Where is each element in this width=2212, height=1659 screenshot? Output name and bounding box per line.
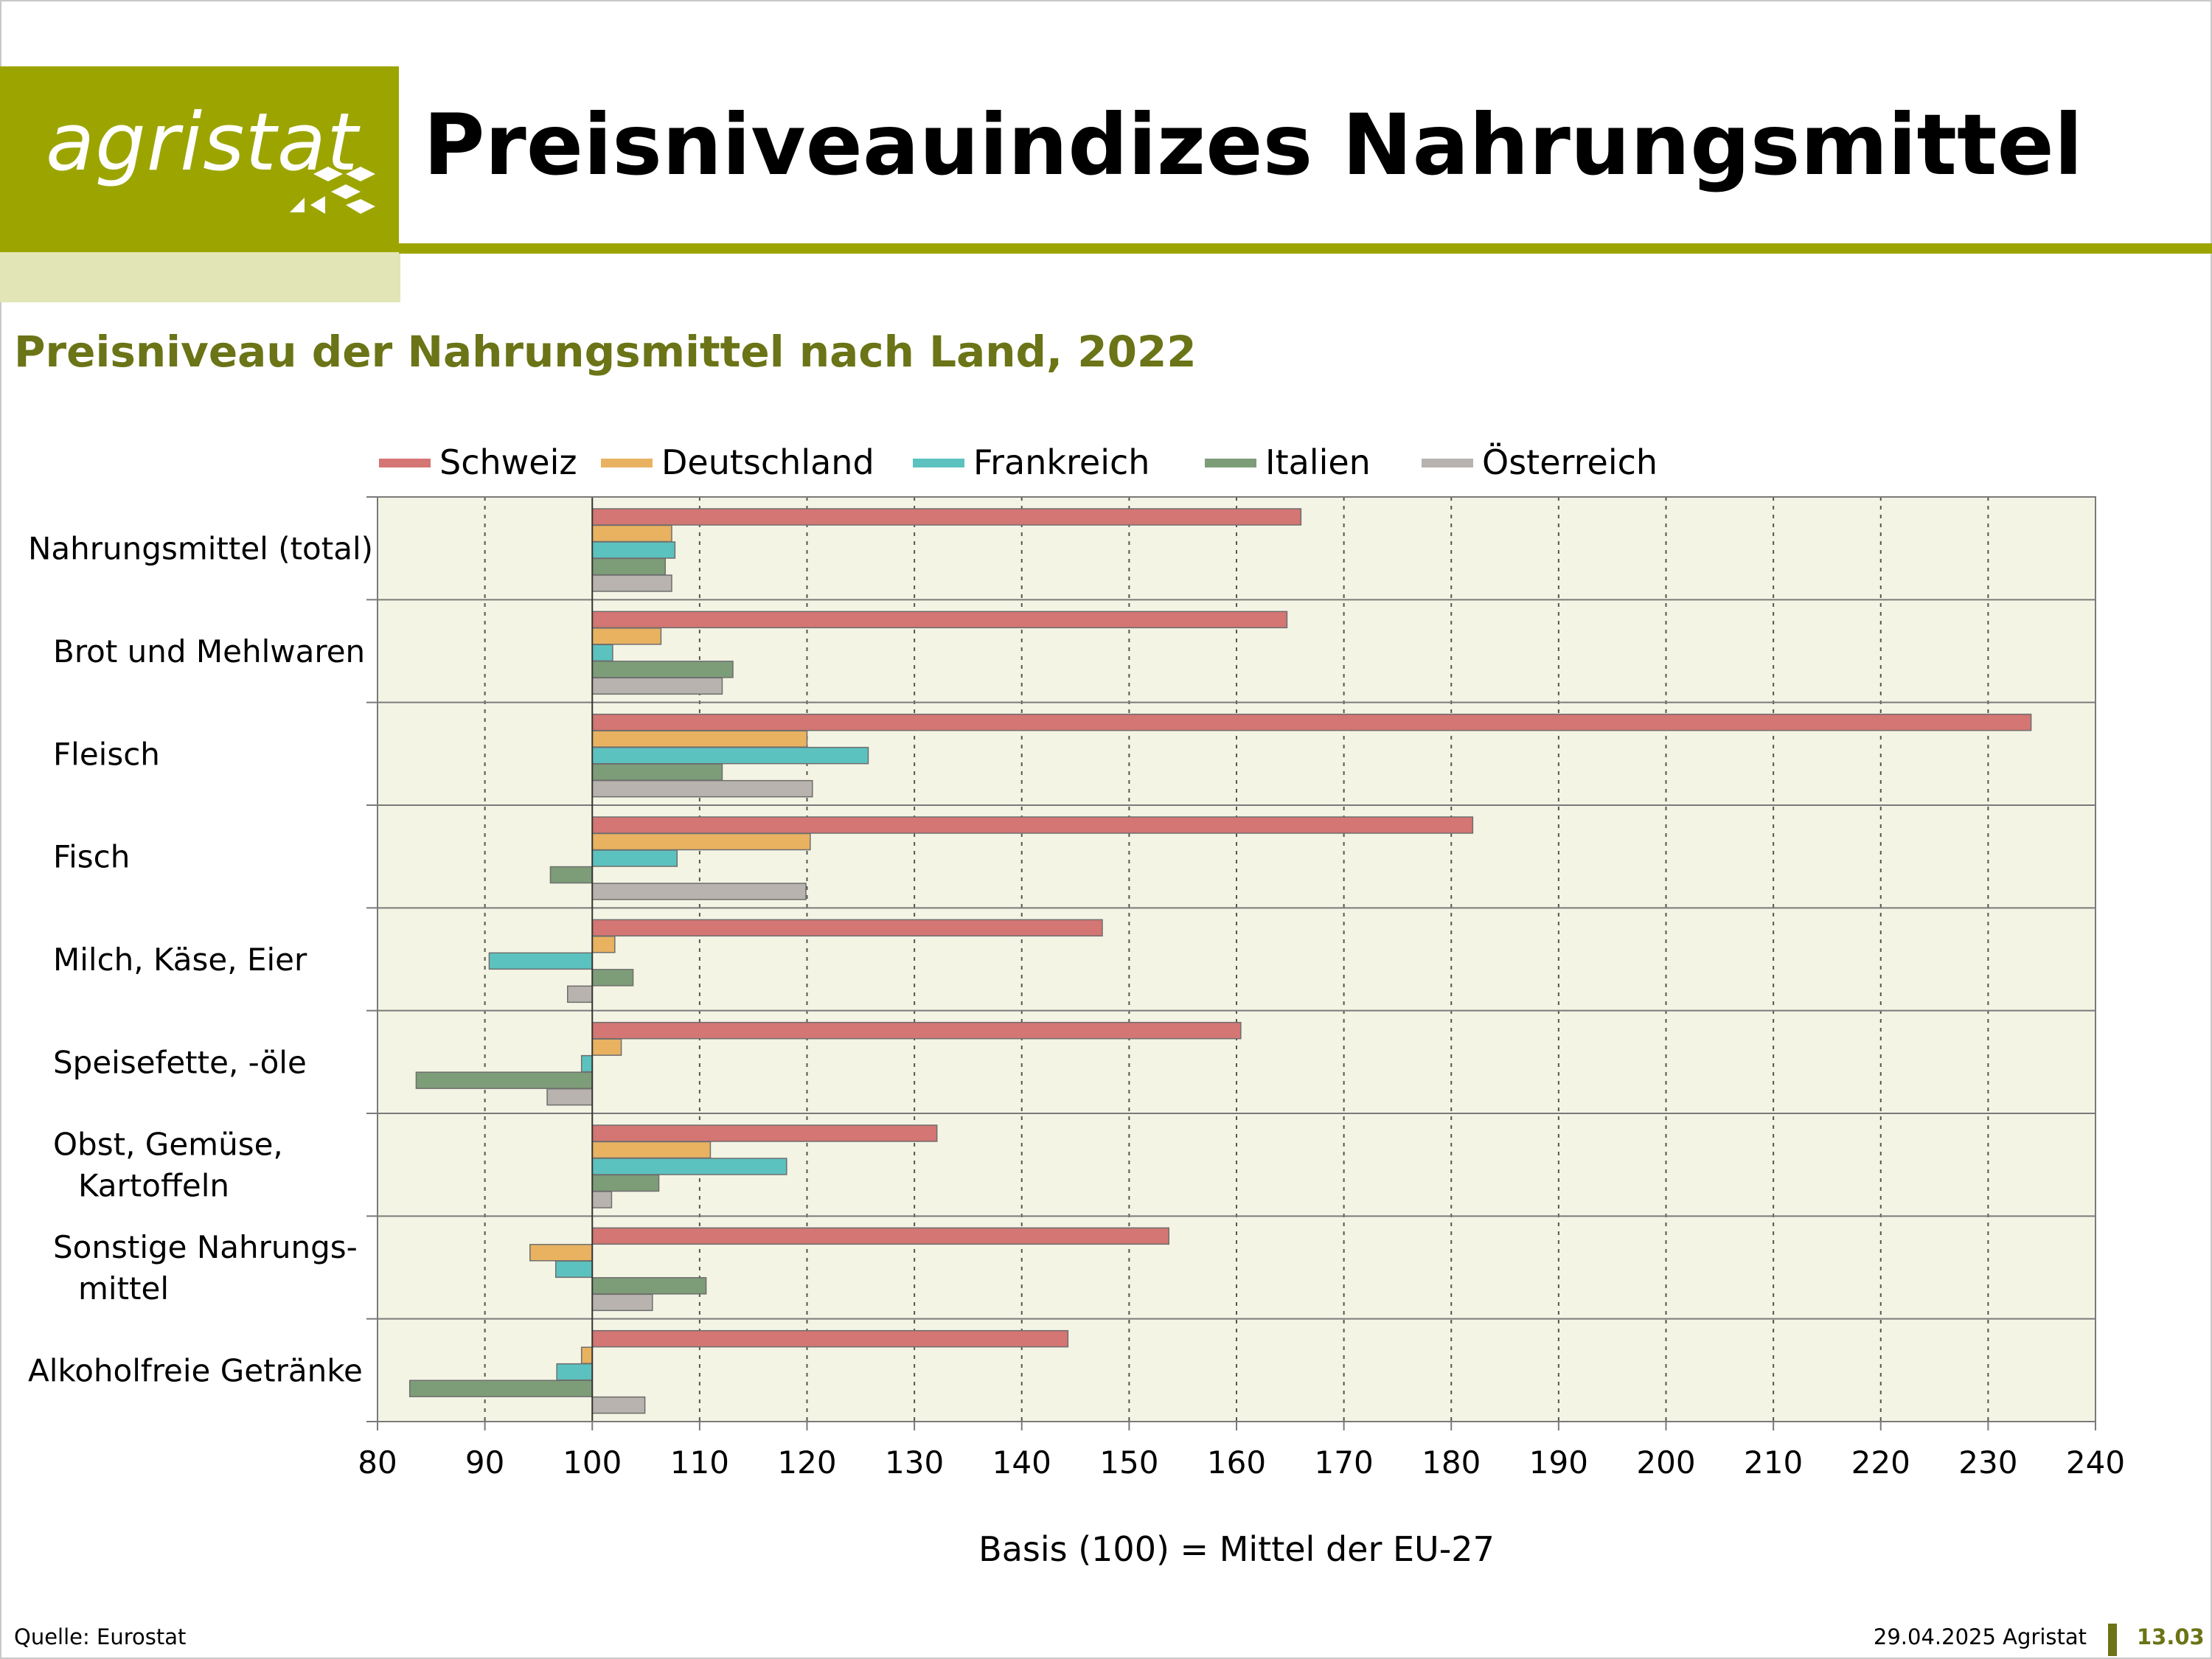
x-tick-label: 110 (670, 1444, 729, 1481)
bar-italien (408, 1380, 593, 1397)
bar-frankreich (591, 746, 869, 765)
bar-frankreich (591, 644, 613, 662)
bar-schweiz (591, 508, 1302, 526)
x-tick-label: 170 (1315, 1444, 1374, 1481)
bar-italien (549, 866, 593, 884)
bar-schweiz (591, 1021, 1242, 1040)
category-label: Milch, Käse, Eier (53, 942, 307, 978)
bar-österreich (591, 1293, 653, 1312)
bar-deutschland (591, 832, 811, 851)
logo-accent-strip (0, 252, 400, 302)
agristat-logo (0, 66, 399, 252)
logo-diamond-icon (290, 167, 375, 214)
x-tick-label: 190 (1529, 1444, 1588, 1481)
chart-subtitle: Preisniveau der Nahrungsmittel nach Land… (14, 327, 1197, 377)
bar-deutschland (591, 1038, 622, 1056)
footer-date: 29.04.2025 Agristat (1873, 1624, 2087, 1649)
bar-schweiz (591, 1124, 938, 1142)
x-tick-label: 80 (358, 1444, 397, 1481)
bar-italien (415, 1071, 593, 1089)
footer-source: Quelle: Eurostat (14, 1624, 187, 1649)
x-tick-label: 210 (1744, 1444, 1803, 1481)
page-title: Preisniveauindizes Nahrungsmittel (423, 96, 2083, 194)
bar-frankreich (556, 1363, 593, 1381)
category-label: mittel (78, 1270, 169, 1307)
legend-swatch (913, 459, 964, 467)
bar-italien (591, 1174, 660, 1192)
bar-frankreich (554, 1260, 593, 1279)
bar-deutschland (591, 1141, 712, 1159)
logo-wordmark: agristat (46, 97, 359, 189)
bar-frankreich (591, 849, 678, 867)
x-tick-label: 150 (1099, 1444, 1158, 1481)
legend-label: Schweiz (439, 442, 577, 482)
bar-schweiz (591, 611, 1288, 629)
category-label: Alkoholfreie Getränke (28, 1352, 363, 1388)
bar-deutschland (580, 1346, 593, 1364)
category-label: Sonstige Nahrungs- (53, 1229, 358, 1265)
legend-swatch (379, 459, 431, 467)
footer-divider (2108, 1624, 2117, 1656)
bar-deutschland (591, 524, 672, 543)
bar-österreich (591, 779, 813, 798)
bar-italien (591, 661, 734, 678)
x-axis-title: Basis (100) = Mittel der EU-27 (978, 1529, 1495, 1569)
x-tick-label: 240 (2066, 1444, 2125, 1481)
x-tick-label: 200 (1636, 1444, 1695, 1481)
bar-frankreich (591, 1158, 787, 1175)
bar-österreich (591, 677, 723, 695)
category-label: Obst, Gemüse, (53, 1127, 283, 1163)
category-label: Speisefette, -öle (53, 1044, 307, 1080)
title-rule (399, 243, 2212, 254)
x-tick-label: 90 (465, 1444, 504, 1481)
legend-label: Deutschland (661, 442, 874, 482)
x-tick-label: 140 (992, 1444, 1051, 1481)
bar-italien (591, 557, 667, 576)
bar-schweiz (591, 816, 1474, 834)
x-tick-label: 130 (885, 1444, 944, 1481)
legend-label: Frankreich (973, 442, 1150, 482)
x-tick-label: 180 (1422, 1444, 1481, 1481)
legend-swatch (1422, 459, 1473, 467)
bar-deutschland (591, 730, 808, 748)
bar-schweiz (591, 713, 2032, 731)
bar-frankreich (580, 1054, 593, 1073)
bar-deutschland (591, 936, 616, 953)
bar-chart: 80 90 100 110 120 130 140 150 160 170 180 190 200 210… (28, 442, 2125, 1569)
bar-österreich (591, 574, 672, 592)
category-label: Nahrungsmittel (total) (28, 531, 373, 567)
x-tick-label: 160 (1207, 1444, 1266, 1481)
legend-swatch (601, 459, 653, 467)
bar-schweiz (591, 1227, 1170, 1245)
x-tick-label: 100 (563, 1444, 622, 1481)
category-label: Kartoffeln (78, 1168, 229, 1204)
bar-frankreich (591, 541, 676, 559)
bar-italien (591, 969, 634, 987)
x-tick-label: 220 (1851, 1444, 1910, 1481)
page-number: 13.03 (2137, 1624, 2205, 1649)
bar-deutschland (529, 1244, 593, 1262)
legend-label: Italien (1265, 442, 1371, 482)
bar-italien (591, 763, 723, 781)
bar-deutschland (591, 627, 662, 645)
bar-österreich (591, 1191, 613, 1208)
category-label: Fleisch (53, 736, 160, 772)
category-label: Fisch (53, 839, 130, 875)
category-label: Brot und Mehlwaren (53, 633, 365, 669)
x-tick-label: 120 (777, 1444, 836, 1481)
legend-label: Österreich (1482, 442, 1658, 482)
bar-österreich (546, 1088, 594, 1106)
legend-swatch (1205, 459, 1256, 467)
bar-frankreich (488, 952, 594, 970)
x-tick-label: 230 (1958, 1444, 2017, 1481)
bar-österreich (567, 985, 593, 1004)
bar-italien (591, 1277, 707, 1295)
bar-österreich (591, 883, 807, 900)
bar-schweiz (591, 919, 1103, 937)
bar-schweiz (591, 1329, 1069, 1348)
bar-österreich (591, 1396, 646, 1414)
